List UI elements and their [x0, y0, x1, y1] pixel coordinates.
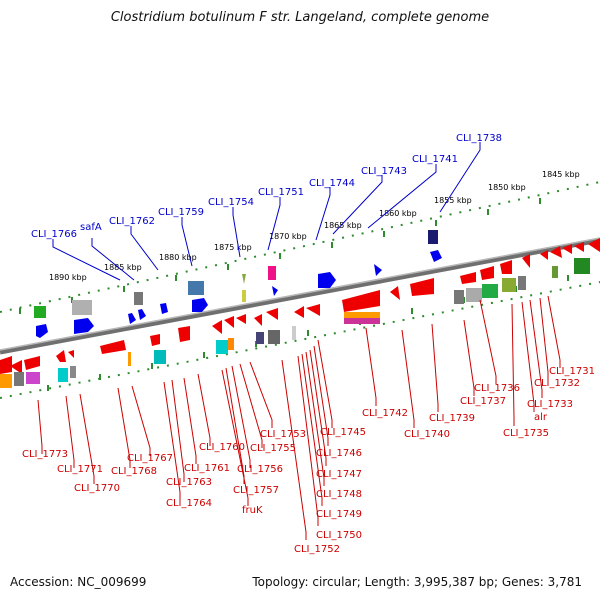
lower-label-lines: [37, 295, 561, 540]
lower-gene-label: CLI_1756: [237, 464, 283, 475]
lower-gene-label: alr: [534, 412, 548, 423]
lower-gene-label: fruK: [242, 505, 263, 516]
lower-gene-label: CLI_1752: [294, 544, 340, 555]
lower-gene-label: CLI_1732: [534, 378, 580, 389]
upper-gene-label: CLI_1762: [109, 216, 155, 227]
upper-gene-label: CLI_1743: [361, 166, 407, 177]
lower-gene-label: CLI_1755: [250, 443, 296, 454]
lower-gene-label: CLI_1745: [320, 427, 366, 438]
lower-gene-label: CLI_1773: [22, 449, 68, 460]
lower-gene-label: CLI_1764: [166, 498, 212, 509]
kbp-label: 1880 kbp: [159, 253, 197, 262]
topology-text: Topology: circular; Length: 3,995,387 bp…: [252, 575, 582, 589]
accession-text: Accession: NC_009699: [10, 575, 147, 589]
lower-gene-label: CLI_1768: [111, 466, 157, 477]
upper-gene-label: CLI_1738: [456, 133, 502, 144]
kbp-label: 1870 kbp: [269, 232, 307, 241]
upper-gene-label: CLI_1751: [258, 187, 304, 198]
upper-label-lines: [52, 142, 481, 281]
lower-gene-label: CLI_1733: [527, 399, 573, 410]
upper-gene-label: safA: [80, 222, 102, 233]
lower-gene-label: CLI_1760: [199, 442, 245, 453]
lower-gene-label: CLI_1771: [57, 464, 103, 475]
upper-gene-label: CLI_1741: [412, 154, 458, 165]
kbp-label: 1855 kbp: [434, 196, 472, 205]
lower-gene-label: CLI_1740: [404, 429, 450, 440]
kbp-label: 1885 kbp: [104, 263, 142, 272]
backbone-highlight: [0, 237, 600, 351]
kbp-label: 1890 kbp: [49, 273, 87, 282]
upper-gene-label: CLI_1754: [208, 197, 254, 208]
kbp-label: 1860 kbp: [379, 209, 417, 218]
upper-gene-label: CLI_1744: [309, 178, 355, 189]
lower-gene-label: CLI_1761: [184, 463, 230, 474]
lower-tick-track: [0, 281, 600, 399]
upper-tick-track: [0, 181, 600, 313]
kbp-label: 1865 kbp: [324, 221, 362, 230]
lower-gene-label: CLI_1746: [316, 448, 362, 459]
lower-gene-label: CLI_1763: [166, 477, 212, 488]
genome-title: Clostridium botulinum F str. Langeland, …: [110, 10, 490, 25]
lower-gene-label: CLI_1757: [233, 485, 279, 496]
kbp-label: 1850 kbp: [488, 183, 526, 192]
lower-gene-label: CLI_1731: [549, 366, 595, 377]
lower-gene-label: CLI_1747: [316, 469, 362, 480]
lower-gene-label: CLI_1750: [316, 530, 362, 541]
lower-gene-label: CLI_1742: [362, 408, 408, 419]
lower-gene-label: CLI_1753: [260, 429, 306, 440]
kbp-label: 1875 kbp: [214, 243, 252, 252]
backbone-line: [0, 237, 600, 355]
kbp-label: 1845 kbp: [542, 170, 580, 179]
lower-gene-label: CLI_1767: [127, 453, 173, 464]
upper-gene-label: CLI_1759: [158, 207, 204, 218]
lower-gene-label: CLI_1736: [474, 383, 520, 394]
upper-major-ticks: [19, 198, 541, 314]
lower-gene-label: CLI_1739: [429, 413, 475, 424]
lower-gene-label: CLI_1770: [74, 483, 120, 494]
reverse-genes: [0, 238, 600, 388]
lower-gene-label: CLI_1748: [316, 489, 362, 500]
lower-gene-label: CLI_1735: [503, 428, 549, 439]
upper-gene-label: CLI_1766: [31, 229, 77, 240]
forward-genes: [34, 230, 442, 338]
lower-gene-label: CLI_1749: [316, 509, 362, 520]
lower-gene-label: CLI_1737: [460, 396, 506, 407]
